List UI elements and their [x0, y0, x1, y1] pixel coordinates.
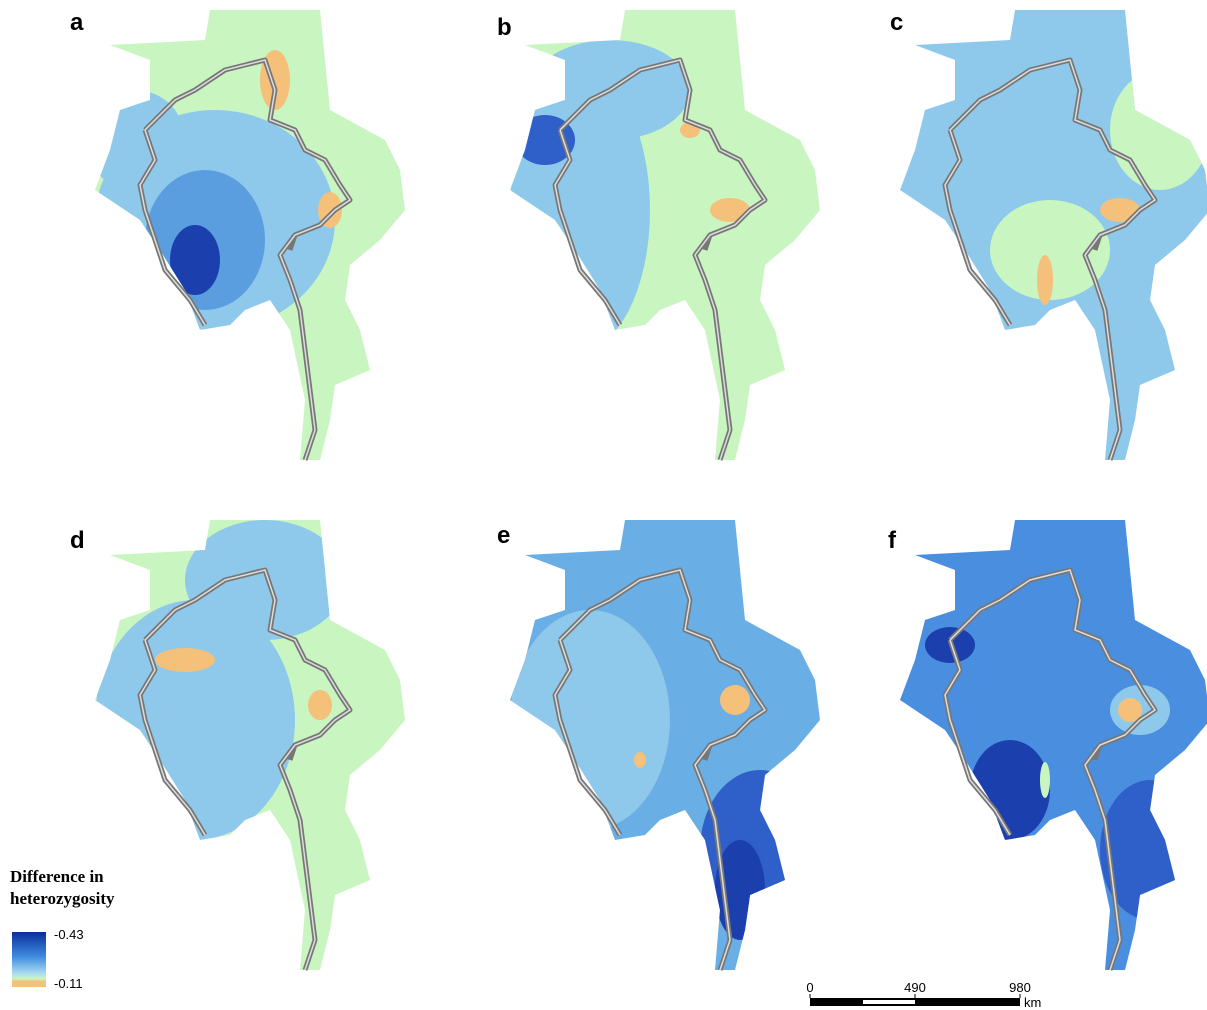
legend-max: -0.43 [54, 927, 84, 942]
panel-label: a [70, 9, 84, 36]
map-panel [85, 10, 415, 470]
scale-tick-label: 490 [904, 980, 926, 995]
scale-tick-label: 0 [806, 980, 813, 995]
panel-label: f [888, 527, 897, 554]
scale-unit: km [1024, 995, 1041, 1010]
panel-label: e [497, 522, 510, 549]
map-panel [900, 10, 1207, 470]
scale-tick-label: 980 [1009, 980, 1031, 995]
map-panel [900, 520, 1207, 980]
legend-min: -0.11 [54, 976, 83, 991]
scale-bar-segment [863, 1000, 915, 1004]
legend-gradient [12, 932, 46, 987]
legend-title: heterozygosity [10, 889, 115, 908]
panel-label: c [890, 9, 903, 36]
legend-title: Difference in [10, 867, 104, 886]
map-panel [95, 520, 415, 980]
map-panel [510, 520, 830, 980]
map-panel [510, 10, 830, 470]
figure: a b c d e f Difference in heterozygosity -0.4… [0, 0, 1207, 1010]
legend: Difference in heterozygosity -0.43 -0.11 [10, 867, 115, 991]
panel-label: d [70, 527, 85, 554]
panel-label: b [497, 14, 512, 41]
